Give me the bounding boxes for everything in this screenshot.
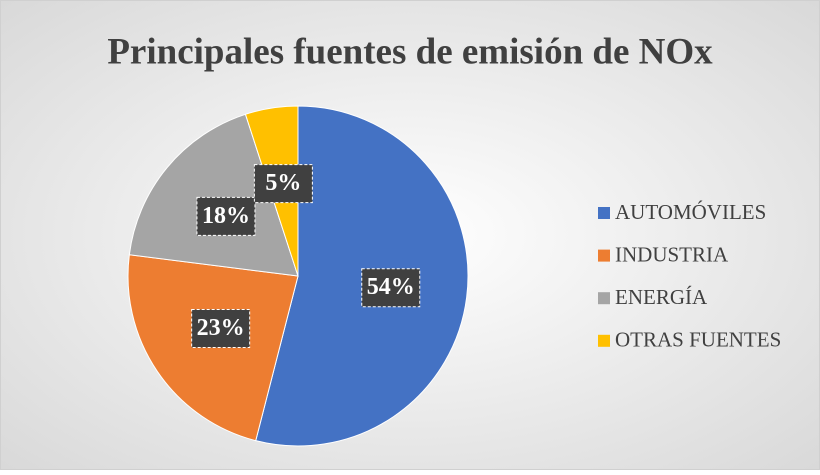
data-label: 5% xyxy=(253,164,313,204)
data-label-box xyxy=(253,164,313,204)
chart-title: Principales fuentes de emisión de NOx xyxy=(107,31,713,72)
legend-label: INDUSTRIA xyxy=(615,242,729,266)
data-label-box xyxy=(191,309,251,349)
legend-label: AUTOMÓVILES xyxy=(615,200,766,224)
legend-label: ENERGÍA xyxy=(615,285,708,309)
data-label: 23% xyxy=(191,309,251,349)
data-label-box xyxy=(361,268,421,308)
legend-label: OTRAS FUENTES xyxy=(615,328,781,352)
legend-swatch xyxy=(598,207,610,219)
legend-swatch xyxy=(598,249,610,262)
data-label: 18% xyxy=(196,196,256,236)
legend-swatch xyxy=(598,292,610,305)
data-label-text: 18% xyxy=(202,203,250,229)
data-label-text: 54% xyxy=(367,274,415,300)
pie-slice xyxy=(128,113,299,277)
data-label-box xyxy=(196,196,256,236)
data-label-text: 23% xyxy=(197,315,245,341)
legend-swatch xyxy=(598,334,610,347)
data-label-text: 5% xyxy=(265,170,301,196)
data-label: 54% xyxy=(361,268,421,308)
